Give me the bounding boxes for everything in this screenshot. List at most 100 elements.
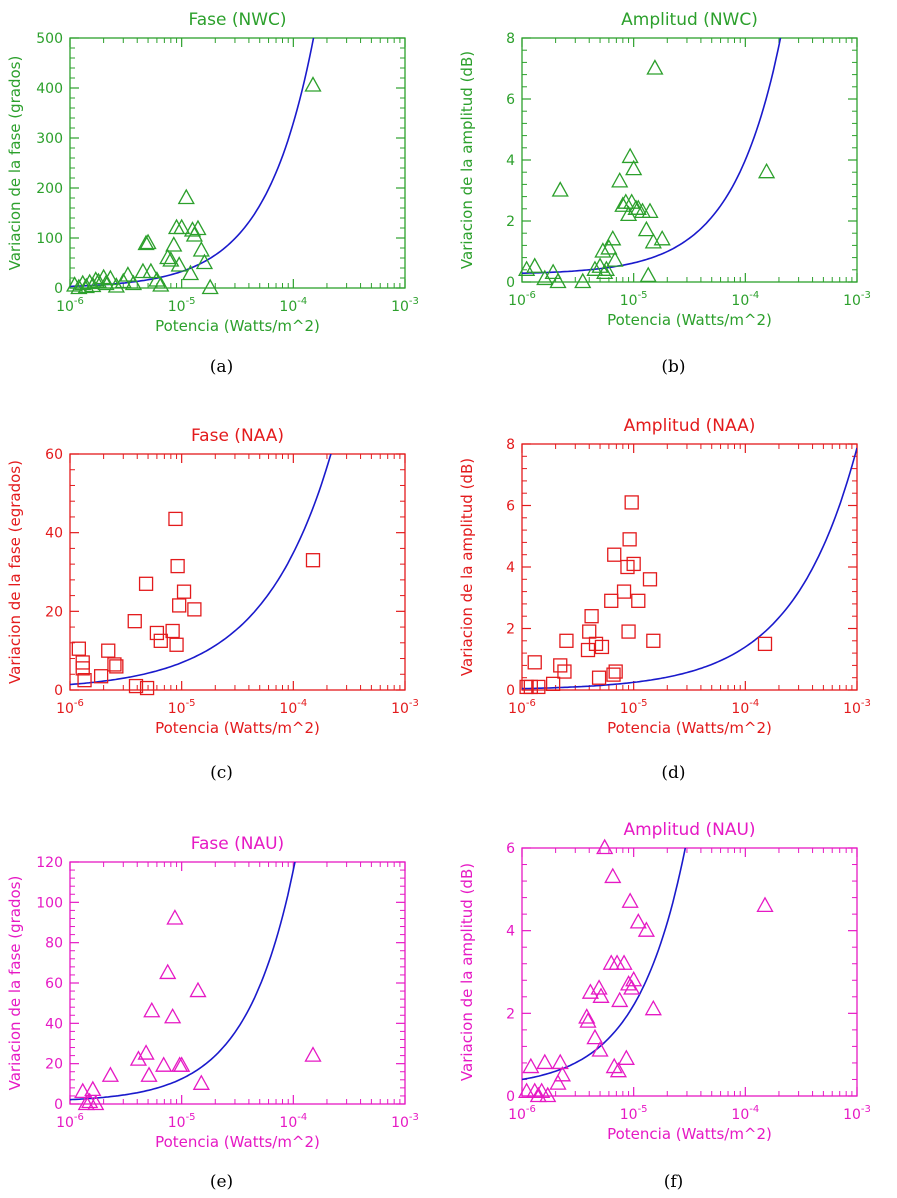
fit-curve (522, 848, 687, 1081)
y-tick-label: 40 (45, 526, 63, 542)
data-point-square (149, 625, 165, 641)
data-point-square (591, 670, 607, 685)
data-point-triangle (553, 1065, 571, 1082)
x-tick-base: 10 (508, 293, 526, 309)
data-point-triangle (142, 262, 160, 279)
fit-curve (70, 454, 332, 686)
data-point-triangle (101, 269, 119, 286)
y-tick-label: 8 (506, 437, 515, 453)
chart-title: Fase (NAU) (191, 834, 284, 854)
y-tick-label: 6 (506, 499, 515, 515)
x-tick-exponent: -5 (638, 698, 648, 709)
x-tick-label: 10-5 (620, 290, 648, 309)
data-point-triangle (170, 256, 188, 272)
data-point-triangle (605, 1057, 623, 1074)
data-point-square (559, 633, 574, 648)
data-point-square (523, 679, 538, 695)
data-point-triangle (143, 1001, 161, 1018)
x-tick-base: 10 (279, 1115, 297, 1131)
data-point-triangle (137, 1044, 155, 1060)
y-axis-label: Variacion de la amplitud (dB) (458, 863, 476, 1081)
data-point-square (624, 495, 639, 510)
data-point-triangle (586, 1028, 604, 1045)
data-point-triangle (162, 251, 180, 267)
x-tick-base: 10 (843, 293, 861, 309)
data-point-triangle (551, 181, 569, 197)
data-point-triangle (606, 251, 624, 267)
data-point-triangle (165, 236, 183, 252)
data-point-triangle (756, 896, 774, 913)
data-point-triangle (148, 271, 166, 287)
x-tick-label: 10-4 (279, 296, 307, 315)
data-point-square (646, 633, 661, 648)
data-point-square (626, 556, 641, 572)
y-tick-label: 500 (36, 31, 63, 47)
data-point-square (75, 661, 90, 676)
data-point-square (170, 558, 185, 574)
data-point-triangle (304, 1046, 322, 1062)
data-point-triangle (189, 981, 207, 998)
x-tick-exponent: -5 (186, 1112, 196, 1123)
x-axis-label: Potencia (Watts/m^2) (607, 719, 772, 737)
data-point-triangle (644, 999, 662, 1016)
y-tick-label: 0 (506, 1089, 515, 1105)
x-tick-base: 10 (843, 1107, 861, 1123)
data-point-triangle (87, 1094, 105, 1111)
data-point-square (176, 584, 192, 599)
data-point-triangle (637, 220, 655, 237)
data-point-triangle (192, 1074, 210, 1090)
data-point-square (139, 680, 155, 696)
x-tick-base: 10 (279, 701, 297, 717)
x-tick-label: 10-4 (279, 698, 307, 717)
data-point-square (305, 553, 321, 568)
y-tick-label: 2 (506, 1006, 515, 1022)
data-point-triangle (124, 274, 143, 291)
x-tick-base: 10 (391, 701, 409, 717)
x-tick-label: 10-5 (620, 698, 648, 717)
data-point-triangle (549, 1074, 567, 1090)
data-point-triangle (518, 260, 536, 276)
data-point-triangle (529, 1086, 547, 1103)
x-tick-exponent: -6 (74, 698, 84, 709)
data-point-square (128, 678, 144, 694)
data-point-triangle (533, 1082, 551, 1099)
data-point-square (527, 655, 542, 670)
plot-frame (521, 443, 858, 691)
data-point-square (153, 633, 168, 648)
data-point-triangle (74, 274, 92, 291)
y-tick-label: 40 (45, 1016, 63, 1032)
x-tick-exponent: -4 (749, 290, 759, 301)
x-tick-base: 10 (843, 701, 861, 717)
data-point-triangle (77, 1094, 95, 1111)
x-tick-exponent: -3 (409, 296, 419, 307)
x-tick-exponent: -3 (861, 698, 871, 709)
data-point-square (138, 576, 154, 591)
x-tick-label: 10-3 (843, 1104, 871, 1123)
data-point-triangle (101, 1066, 119, 1082)
data-point-square (757, 636, 773, 652)
data-point-triangle (173, 218, 191, 235)
data-point-triangle (304, 76, 322, 92)
data-point-triangle (619, 205, 638, 222)
data-point-triangle (574, 272, 592, 289)
data-point-square (631, 593, 646, 608)
y-tick-label: 0 (506, 683, 515, 699)
x-tick-label: 10-3 (391, 1112, 419, 1131)
chart-title: Fase (NWC) (188, 10, 286, 30)
x-tick-base: 10 (731, 293, 749, 309)
x-tick-label: 10-4 (731, 1104, 759, 1123)
x-tick-exponent: -4 (297, 698, 307, 709)
data-point-triangle (578, 1008, 596, 1024)
data-point-triangle (625, 970, 643, 987)
y-tick-label: 100 (36, 895, 63, 911)
data-point-triangle (177, 188, 195, 205)
data-point-square (71, 641, 86, 656)
y-tick-label: 400 (36, 81, 63, 97)
panel-caption: (d) (661, 763, 685, 783)
data-point-triangle (201, 278, 219, 295)
y-tick-label: 4 (506, 560, 515, 576)
chart-title: Fase (NAA) (191, 426, 284, 446)
x-tick-exponent: -5 (638, 290, 648, 301)
y-tick-label: 4 (506, 924, 515, 940)
y-tick-label: 60 (45, 447, 63, 463)
